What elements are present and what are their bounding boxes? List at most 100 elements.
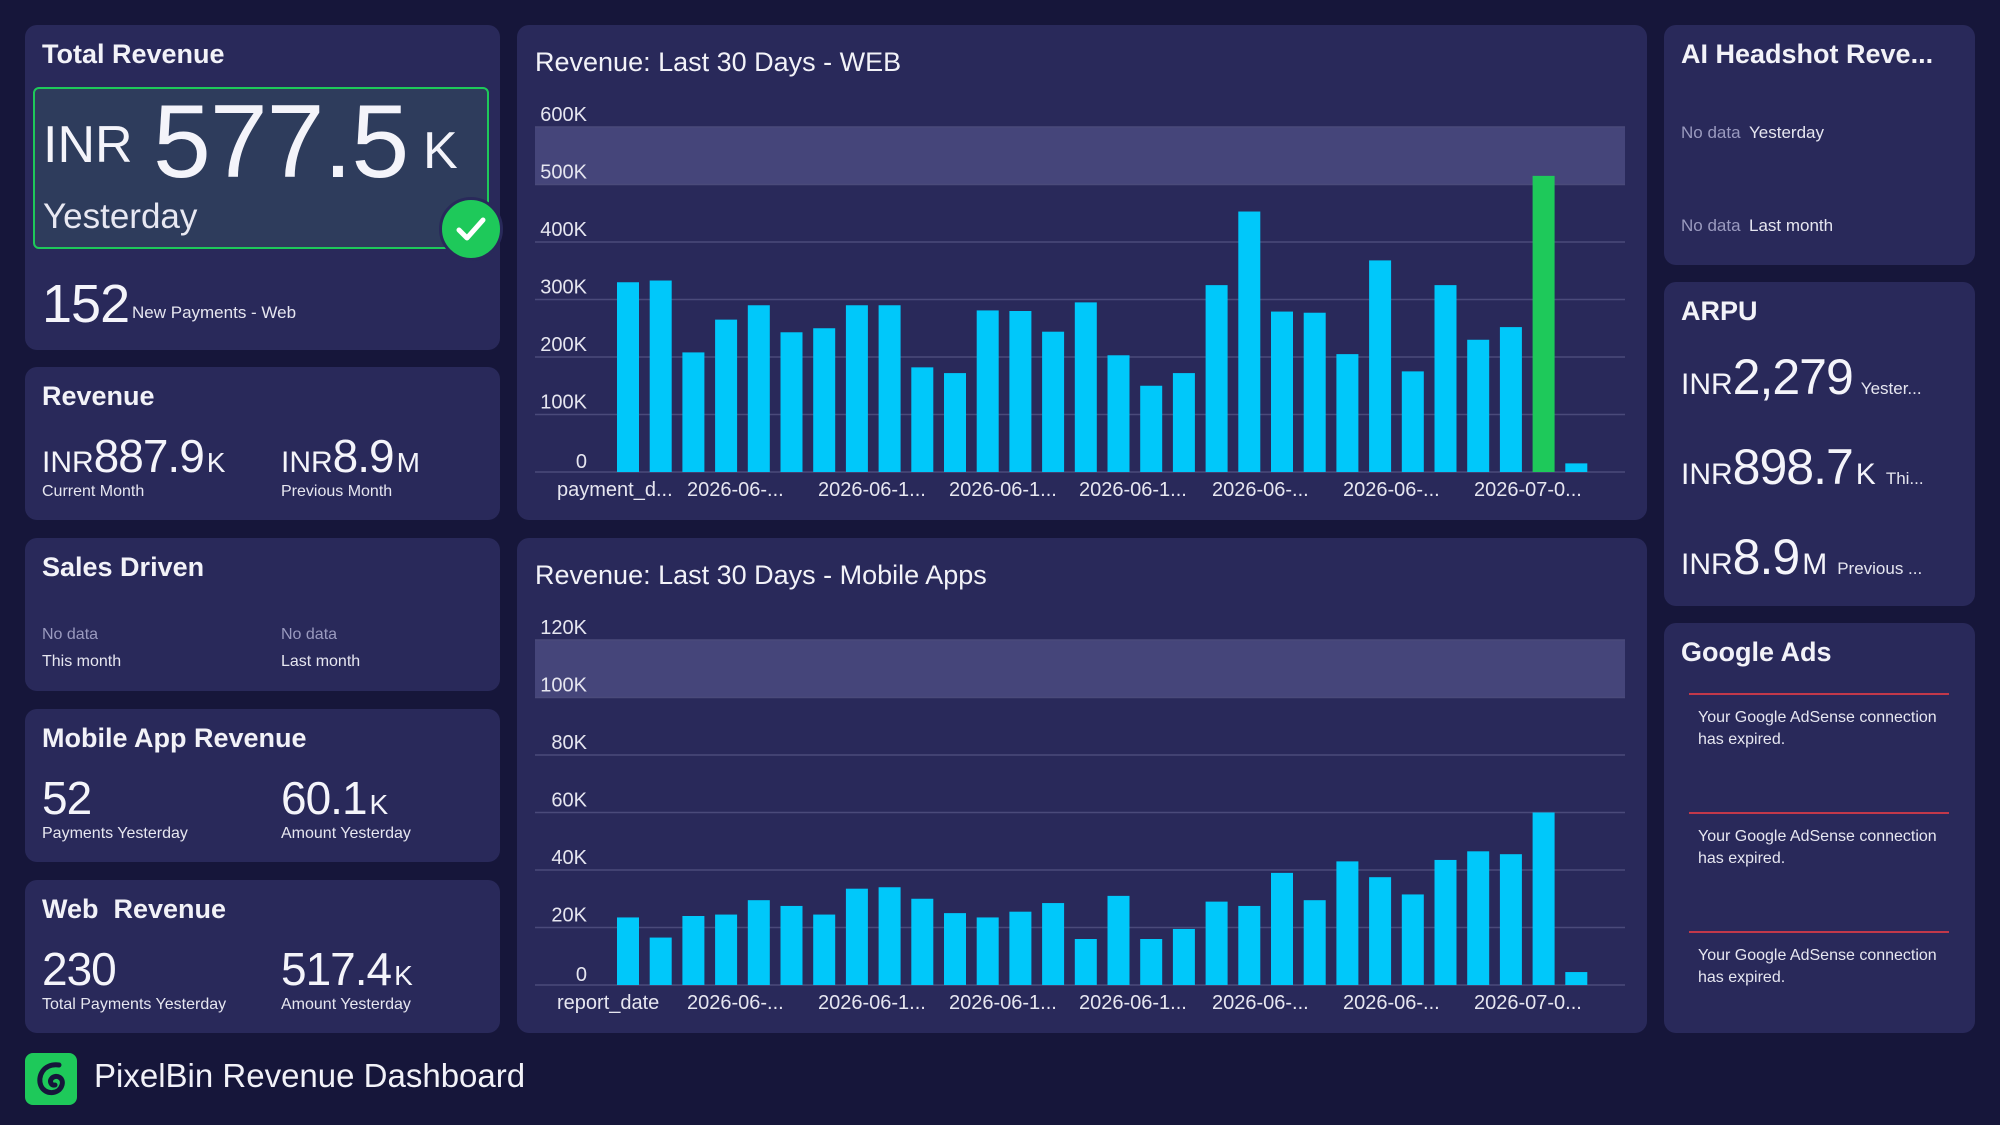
web-bar[interactable] [1467,339,1490,472]
web-bar[interactable] [944,373,966,472]
mobile-bar[interactable] [1467,851,1490,985]
mobile-amount: 60.1 K [281,772,389,824]
web-x-tick-label: 2026-06-1... [818,479,926,501]
mobile-bar[interactable] [1172,928,1195,985]
web-bar[interactable] [813,328,836,472]
web-bar[interactable] [976,310,999,472]
mobile-bar[interactable] [976,917,999,985]
pixelbin-logo-icon [25,1053,77,1105]
total-revenue-highlight: INR 577.5 K Yesterday [33,84,489,249]
web-bar[interactable] [1009,311,1032,472]
mobile-bar[interactable] [878,887,901,985]
adsense-expired-message: Your Google AdSense connection has expir… [1698,709,1937,748]
web-bar[interactable] [911,367,934,472]
mobile-chart-title: Revenue: Last 30 Days - Mobile Apps [535,560,987,590]
web-bar[interactable] [715,319,738,472]
web-bar[interactable] [878,305,901,472]
revenue-previous-label: Previous Month [281,483,393,500]
web-bar[interactable] [649,280,672,472]
adsense-expired-message: Your Google AdSense connection has expir… [1698,947,1937,986]
mobile-bar[interactable] [1303,900,1326,985]
mobile-bar[interactable] [1238,905,1261,985]
mobile-bar[interactable] [1336,861,1359,985]
web-x-tick-label: 2026-06-1... [949,479,1057,501]
mobile-bar[interactable] [1205,901,1228,985]
mobile-revenue-chart: Revenue: Last 30 Days - Mobile Apps 0 20K 4… [535,560,1625,1014]
mobile-y-tick-label: 60K [551,790,587,812]
sales-this-month-label: This month [42,653,122,670]
mobile-bar[interactable] [617,917,639,985]
web-bar[interactable] [1336,354,1359,472]
web-bar[interactable] [845,305,868,472]
mobile-bar[interactable] [682,916,705,985]
web-bar[interactable] [1532,175,1555,472]
web-chart-title: Revenue: Last 30 Days - WEB [535,47,901,77]
mobile-bar[interactable] [944,913,966,985]
mobile-bar[interactable] [1009,911,1032,985]
mobile-bar[interactable] [1074,939,1097,985]
total-revenue-value: 577.5 [153,84,409,200]
mobile-y-tick-label: 80K [551,732,587,754]
mobile-x-tick-label: 2026-06-... [687,992,784,1014]
mobile-bar[interactable] [715,914,738,985]
total-revenue-unit: K [423,122,458,180]
ai-headshot-title: AI Headshot Reve... [1681,39,1934,69]
google-ads-card: Google Ads Your Google AdSense connectio… [1664,623,1975,1033]
mobile-bar[interactable] [747,900,770,985]
web-revenue-chart: Revenue: Last 30 Days - WEB 0 100K 200K 300K… [535,47,1625,501]
web-bar[interactable] [1042,331,1065,472]
adsense-expired-message: Your Google AdSense connection has expir… [1698,828,1937,867]
mobile-bar[interactable] [1107,895,1130,985]
mobile-bar[interactable] [1140,939,1163,985]
web-x-tick-label: 2026-07-0... [1474,479,1582,501]
web-bar[interactable] [1369,260,1392,472]
mobile-bar[interactable] [1369,877,1392,985]
mobile-revenue-chart-card: Revenue: Last 30 Days - Mobile Apps 0 20K 4… [517,538,1647,1033]
sales-last-month-label: Last month [281,653,361,670]
mobile-bar[interactable] [1271,872,1293,985]
web-bar[interactable] [1238,211,1261,472]
mobile-bar[interactable] [813,914,836,985]
web-bar[interactable] [1565,463,1588,472]
mobile-bar[interactable] [1042,903,1065,985]
web-bar[interactable] [1205,285,1228,472]
web-bar[interactable] [1401,371,1424,472]
mobile-amount-label: Amount Yesterday [281,825,411,842]
mobile-y-tick-label: 100K [540,675,587,697]
mobile-bar[interactable] [649,937,672,985]
ai-headshot-last-month: No data Last month [1681,216,1834,235]
web-x-tick-label: payment_d... [557,479,673,501]
total-revenue-card: Total Revenue INR 577.5 K Yesterday 152 … [25,25,503,350]
mobile-x-tick-label: 2026-06-... [1212,992,1309,1014]
alert-divider [1689,693,1949,695]
web-bar[interactable] [682,352,705,472]
mobile-bar[interactable] [1401,894,1424,985]
web-y-tick-label: 200K [540,334,587,356]
web-x-tick-label: 2026-06-... [1343,479,1440,501]
mobile-bar[interactable] [1532,812,1555,986]
web-bar[interactable] [1303,312,1326,472]
web-bar[interactable] [617,282,639,472]
total-revenue-period: Yesterday [43,197,198,236]
web-bar[interactable] [1271,311,1293,472]
mobile-bar[interactable] [1565,972,1588,985]
web-bar[interactable] [1172,373,1195,472]
mobile-bar[interactable] [911,898,934,985]
mobile-bar[interactable] [845,888,868,985]
web-bar[interactable] [780,332,803,472]
web-bar[interactable] [1434,285,1457,472]
web-bar[interactable] [1499,327,1522,472]
web-bar[interactable] [1107,355,1130,472]
mobile-bar[interactable] [1499,854,1522,985]
web-bar[interactable] [1140,385,1163,472]
mobile-bar[interactable] [1434,859,1457,985]
web-payments-value: 230 [42,943,117,995]
web-bar[interactable] [1074,302,1097,472]
arpu-card: ARPU INR2,279 Yester... INR898.7 K Thi... I… [1664,282,1975,606]
mobile-bar[interactable] [780,905,803,985]
web-y-tick-label: 600K [540,104,587,126]
revenue-current-label: Current Month [42,483,145,500]
revenue-title: Revenue [42,381,155,411]
web-bar[interactable] [747,305,770,472]
mobile-payments-value: 52 [42,772,92,824]
